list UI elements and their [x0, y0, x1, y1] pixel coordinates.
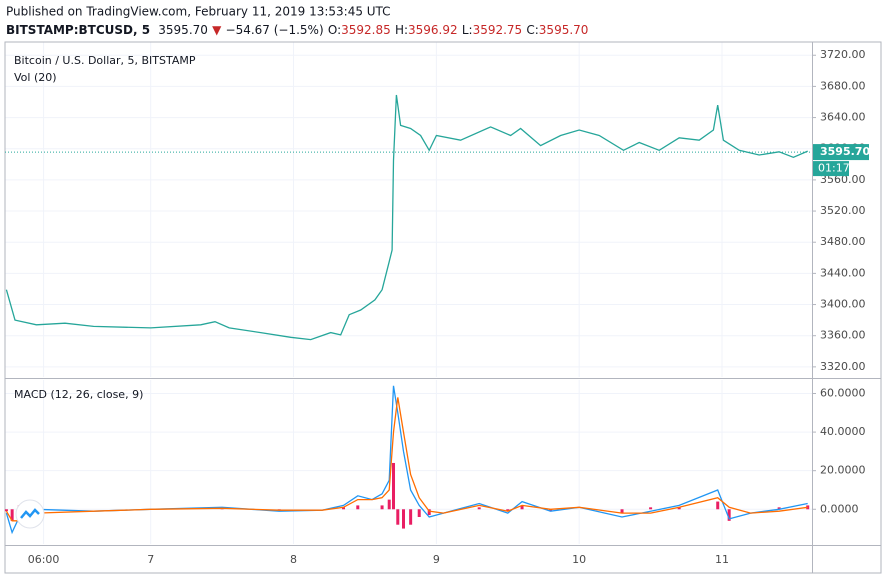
y-tick-label: 3360.00 [820, 329, 866, 342]
y-tick-label: 20.0000 [820, 464, 866, 477]
last-price-box [813, 144, 869, 161]
h-value: 3596.92 [408, 23, 458, 37]
y-tick-label: 3480.00 [820, 235, 866, 248]
y-tick-label: 3560.00 [820, 173, 866, 186]
o-value: 3592.85 [341, 23, 391, 37]
series-line [5, 397, 808, 522]
c-label: C: [526, 23, 538, 37]
last-price-label: 3595.70 [820, 145, 870, 158]
histogram-bar [506, 509, 510, 512]
published: Published on TradingView.com, February 1… [6, 5, 391, 19]
y-tick-label: 3400.00 [820, 298, 866, 311]
x-tick-label: 10 [572, 553, 586, 566]
histogram-bar [427, 509, 431, 516]
series-line [5, 94, 808, 341]
change: −54.67 (−1.5%) [226, 23, 324, 37]
arrow: ▼ [212, 23, 222, 37]
histogram-bar [4, 509, 8, 512]
macd-title: MACD (12, 26, close, 9) [14, 388, 143, 401]
histogram-bar [777, 507, 781, 510]
histogram-bar [549, 509, 553, 512]
y-tick-label: 0.0000 [820, 502, 859, 515]
histogram-bar [409, 509, 413, 525]
histogram-bar [396, 509, 400, 525]
logo[interactable] [15, 499, 45, 529]
histogram-bar [806, 505, 810, 510]
histogram-bar [620, 509, 624, 514]
l-label: L: [462, 23, 473, 37]
h-label: H: [395, 23, 408, 37]
histogram-bar [392, 462, 396, 510]
x-tick-label: 11 [715, 553, 729, 566]
symbol-line: BITSTAMP:BTCUSD, 5 3595.70 ▼ −54.67 (−1.… [6, 23, 588, 37]
histogram-bar [402, 509, 406, 529]
countdown-box [813, 161, 849, 177]
logo-circle[interactable] [15, 499, 45, 529]
histogram-bar [677, 507, 681, 510]
x-tick-label: 8 [290, 553, 297, 566]
histogram-bar [356, 505, 360, 510]
volume-label: Vol (20) [14, 71, 57, 84]
logo-mark[interactable] [20, 508, 40, 519]
pane-title: Bitcoin / U.S. Dollar, 5, BITSTAMP [14, 54, 196, 67]
last: 3595.70 [158, 23, 208, 37]
y-tick-label: 3520.00 [820, 204, 866, 217]
histogram-bar [716, 501, 720, 510]
frame [4, 41, 882, 574]
histogram-bar [417, 509, 421, 517]
histogram-bar [10, 509, 14, 521]
y-tick-label: 3320.00 [820, 360, 866, 373]
histogram-bar [727, 509, 731, 521]
y-tick-label: 40.0000 [820, 425, 866, 438]
histogram-bar [520, 505, 524, 510]
histogram-bar [387, 499, 391, 510]
x-tick-label: 9 [433, 553, 440, 566]
y-tick-label: 3720.00 [820, 48, 866, 61]
symbol: BITSTAMP:BTCUSD, 5 [6, 23, 150, 37]
x-tick-label: 06:00 [28, 553, 60, 566]
o-label: O: [328, 23, 341, 37]
c-value: 3595.70 [539, 23, 589, 37]
histogram-bar [342, 507, 346, 510]
histogram-bar [649, 507, 653, 510]
y-tick-label: 3440.00 [820, 266, 866, 279]
countdown-label: 01:17 [818, 162, 850, 175]
y-tick-label: 3680.00 [820, 79, 866, 92]
histogram-bar [477, 507, 481, 510]
l-value: 3592.75 [473, 23, 523, 37]
x-tick-label: 7 [147, 553, 154, 566]
y-tick-label: 60.0000 [820, 387, 866, 400]
histogram-bar [380, 505, 384, 510]
y-tick-label: 3640.00 [820, 111, 866, 124]
